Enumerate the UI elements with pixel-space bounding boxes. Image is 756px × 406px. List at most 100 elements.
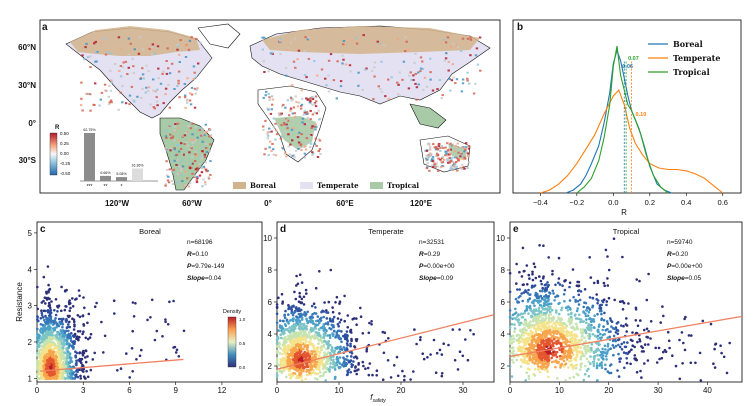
scatter-point — [538, 370, 542, 374]
scatter-point — [560, 306, 564, 310]
scatter-point — [601, 347, 604, 351]
scatter-point — [304, 377, 307, 381]
scatter-point — [342, 346, 346, 349]
scatter-point — [300, 375, 304, 378]
scatter-point — [60, 348, 63, 351]
scatter-point — [533, 265, 537, 269]
scatter-point — [515, 282, 518, 285]
scatter-point — [546, 295, 550, 299]
scatter-point — [579, 340, 582, 343]
scatter-point — [543, 368, 546, 372]
scatter-point — [537, 361, 540, 365]
scatter-point — [544, 339, 548, 342]
y-tick-label: 1 — [28, 374, 33, 383]
scatter-point — [331, 318, 335, 321]
scatter-point — [639, 319, 642, 322]
scatter-point — [561, 328, 565, 332]
scatter-point — [623, 366, 626, 370]
scatter-point — [554, 323, 558, 327]
inset-bar-chart: 62.75%***6.66%**5.08%*16.36% — [80, 128, 158, 190]
scatter-point — [539, 345, 543, 348]
scatter-point — [631, 331, 634, 334]
scatter-point — [281, 359, 284, 363]
scatter-point — [40, 314, 44, 317]
scatter-point — [537, 365, 540, 368]
y-tick-label: 4 — [28, 265, 33, 274]
scatter-point — [557, 281, 560, 285]
scatter-point — [275, 349, 279, 353]
scatter-point — [579, 318, 583, 321]
scatter-point — [661, 305, 664, 308]
scatter-point — [725, 371, 729, 375]
scatter-point — [50, 357, 53, 361]
scatter-point — [57, 348, 61, 351]
scatter-point — [577, 303, 581, 306]
lon-tick-labels: 120°W 60°W 0° 60°E 120°E — [105, 199, 433, 208]
scatter-point — [279, 336, 283, 340]
scatter-point — [549, 313, 553, 316]
scatter-point — [662, 350, 665, 354]
scatter-point — [563, 299, 566, 303]
scatter-point — [561, 336, 564, 340]
scatter-point — [45, 349, 48, 353]
x-tick-label: 0 — [275, 386, 280, 395]
scatter-point — [295, 307, 299, 311]
scatter-point — [346, 343, 349, 347]
scatter-point — [617, 352, 620, 356]
scatter-point — [518, 313, 522, 317]
scatter-point — [567, 305, 570, 308]
scatter-point — [682, 341, 685, 345]
scatter-point — [47, 283, 50, 287]
lat-tick-labels: 60°N30°N0°30°S — [18, 43, 37, 165]
scatter-point — [525, 264, 529, 267]
scatter-point — [128, 376, 131, 379]
y-tick-label: 2 — [28, 338, 33, 347]
scatter-point — [683, 348, 687, 352]
scatter-point — [541, 319, 544, 323]
scatter-point — [54, 298, 58, 301]
scatter-point — [50, 320, 54, 324]
map-legend-label: Tropical — [387, 181, 419, 190]
scatter-point — [453, 358, 457, 362]
scatter-point — [519, 321, 523, 325]
scatter-point — [275, 321, 279, 325]
scatter-point — [596, 329, 600, 333]
x-tick-label: 40 — [703, 386, 712, 395]
scatter-point — [525, 347, 528, 350]
inset-bar-label: 16.36% — [131, 163, 144, 167]
scatter-point — [375, 374, 379, 377]
scatter-point — [620, 342, 623, 346]
scatter-point — [323, 351, 326, 354]
scatter-point — [313, 333, 317, 337]
scatter-point — [72, 318, 76, 322]
scatter-point — [579, 363, 583, 366]
scatter-point — [515, 358, 519, 362]
scatter-point — [38, 353, 41, 356]
scatter-point — [284, 324, 288, 328]
scatter-point — [40, 354, 43, 358]
scatter-point — [657, 346, 661, 350]
scatter-e-title: Tropical — [613, 227, 640, 236]
scatter-point — [78, 335, 81, 339]
scatter-point — [365, 347, 369, 351]
scatter-point — [60, 357, 64, 360]
scatter-point — [549, 339, 552, 342]
scatter-point — [51, 373, 55, 377]
scatter-point — [567, 330, 571, 334]
scatter-point — [314, 372, 318, 375]
scatter-point — [89, 368, 93, 372]
scatter-point — [42, 366, 45, 370]
density-legend-label: Boreal — [673, 39, 703, 49]
scatter-point — [519, 365, 523, 368]
scatter-point — [520, 275, 524, 278]
scatter-point — [318, 320, 322, 324]
scatter-point — [631, 344, 634, 348]
scatter-point — [553, 360, 556, 363]
scatter-point — [525, 308, 529, 312]
scatter-point — [335, 295, 339, 299]
scatter-point — [68, 333, 72, 337]
scatter-point — [538, 339, 541, 343]
map-legend-swatch — [233, 182, 246, 189]
scatter-point — [73, 325, 76, 328]
scatter-point — [655, 361, 659, 364]
